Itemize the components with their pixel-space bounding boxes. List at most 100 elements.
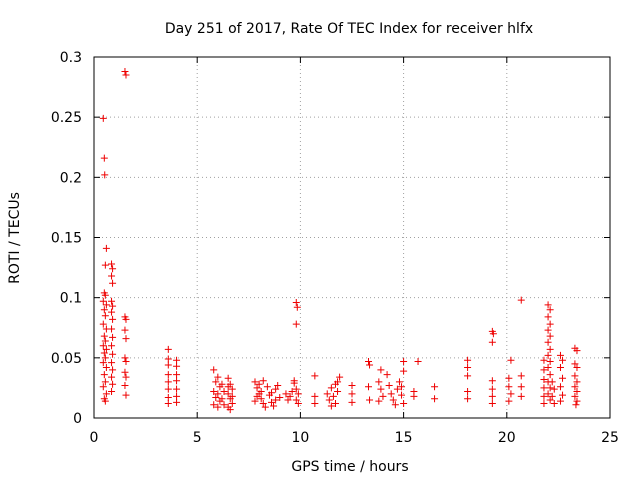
data-point	[546, 320, 554, 328]
data-point	[102, 363, 110, 371]
data-point	[559, 391, 567, 399]
data-point	[546, 345, 554, 353]
data-point	[268, 389, 276, 397]
data-point	[99, 297, 107, 305]
x-tick-label: 10	[291, 430, 309, 446]
data-point	[226, 406, 234, 414]
data-point	[410, 392, 418, 400]
data-point	[101, 312, 109, 320]
data-point	[218, 380, 226, 388]
data-point	[268, 398, 276, 406]
data-point	[214, 373, 222, 381]
data-point	[548, 392, 556, 400]
data-point	[550, 385, 558, 393]
data-point	[329, 392, 337, 400]
x-tick-label: 20	[498, 430, 516, 446]
x-axis-label: GPS time / hours	[291, 459, 408, 475]
y-tick-label: 0.25	[51, 110, 82, 126]
data-point	[109, 366, 117, 374]
data-point	[108, 308, 116, 316]
data-point	[109, 265, 117, 273]
data-point	[336, 373, 344, 381]
data-point	[100, 154, 108, 162]
data-point	[164, 378, 172, 386]
data-point	[546, 306, 554, 314]
data-point	[108, 297, 116, 305]
data-point	[464, 372, 472, 380]
data-point	[100, 349, 108, 357]
data-point	[400, 357, 408, 365]
data-point	[100, 332, 108, 340]
data-point	[164, 371, 172, 379]
data-point	[571, 360, 579, 368]
data-point	[488, 400, 496, 408]
data-point	[292, 396, 300, 404]
data-point	[121, 368, 129, 376]
x-tick-label: 5	[193, 430, 202, 446]
data-point	[517, 392, 525, 400]
data-points	[99, 67, 581, 414]
data-point	[102, 345, 110, 353]
y-tick-label: 0.3	[60, 50, 82, 66]
data-point	[228, 400, 236, 408]
data-point	[121, 354, 129, 362]
data-point	[488, 377, 496, 385]
tick-labels: 0 5 10 15 20 25 0 0.05 0.1 0.15 0.2 0.25 0.3	[51, 50, 619, 446]
data-point	[99, 320, 107, 328]
data-point	[164, 345, 172, 353]
plot-frame	[93, 56, 611, 419]
data-point	[288, 388, 296, 396]
data-point	[311, 400, 319, 408]
data-point	[393, 385, 401, 393]
data-point	[292, 298, 300, 306]
data-point	[488, 385, 496, 393]
data-point	[311, 392, 319, 400]
data-point	[395, 378, 403, 386]
data-point	[331, 400, 339, 408]
data-point	[276, 394, 284, 402]
data-point	[263, 383, 271, 391]
chart-title: Day 251 of 2017, Rate Of TEC Index for r…	[165, 21, 533, 37]
data-point	[101, 171, 109, 179]
data-point	[100, 306, 108, 314]
data-point	[210, 366, 218, 374]
data-point	[121, 382, 129, 390]
data-point	[379, 392, 387, 400]
data-point	[121, 326, 129, 334]
data-point	[366, 361, 374, 369]
data-point	[365, 383, 373, 391]
data-point	[544, 313, 552, 321]
data-point	[224, 390, 232, 398]
data-point	[327, 384, 335, 392]
data-point	[292, 385, 300, 393]
data-point	[517, 296, 525, 304]
data-point	[431, 395, 439, 403]
data-point	[544, 326, 552, 334]
data-point	[210, 388, 218, 396]
data-point	[327, 402, 335, 410]
data-point	[99, 359, 107, 367]
data-point	[559, 374, 567, 382]
data-point	[507, 356, 515, 364]
data-point	[387, 390, 395, 398]
data-point	[517, 383, 525, 391]
data-point	[556, 351, 564, 359]
data-point	[108, 260, 116, 268]
data-point	[261, 403, 269, 411]
data-point	[540, 366, 548, 374]
data-point	[122, 373, 130, 381]
data-point	[559, 356, 567, 364]
data-point	[573, 378, 581, 386]
data-point	[383, 371, 391, 379]
data-point	[292, 320, 300, 328]
data-point	[544, 351, 552, 359]
data-point	[274, 382, 282, 390]
data-point	[259, 400, 267, 408]
data-point	[253, 392, 261, 400]
y-tick-label: 0	[73, 411, 82, 427]
data-point	[489, 330, 497, 338]
data-point	[546, 396, 554, 404]
data-point	[556, 383, 564, 391]
data-point	[173, 385, 181, 393]
data-point	[173, 377, 181, 385]
